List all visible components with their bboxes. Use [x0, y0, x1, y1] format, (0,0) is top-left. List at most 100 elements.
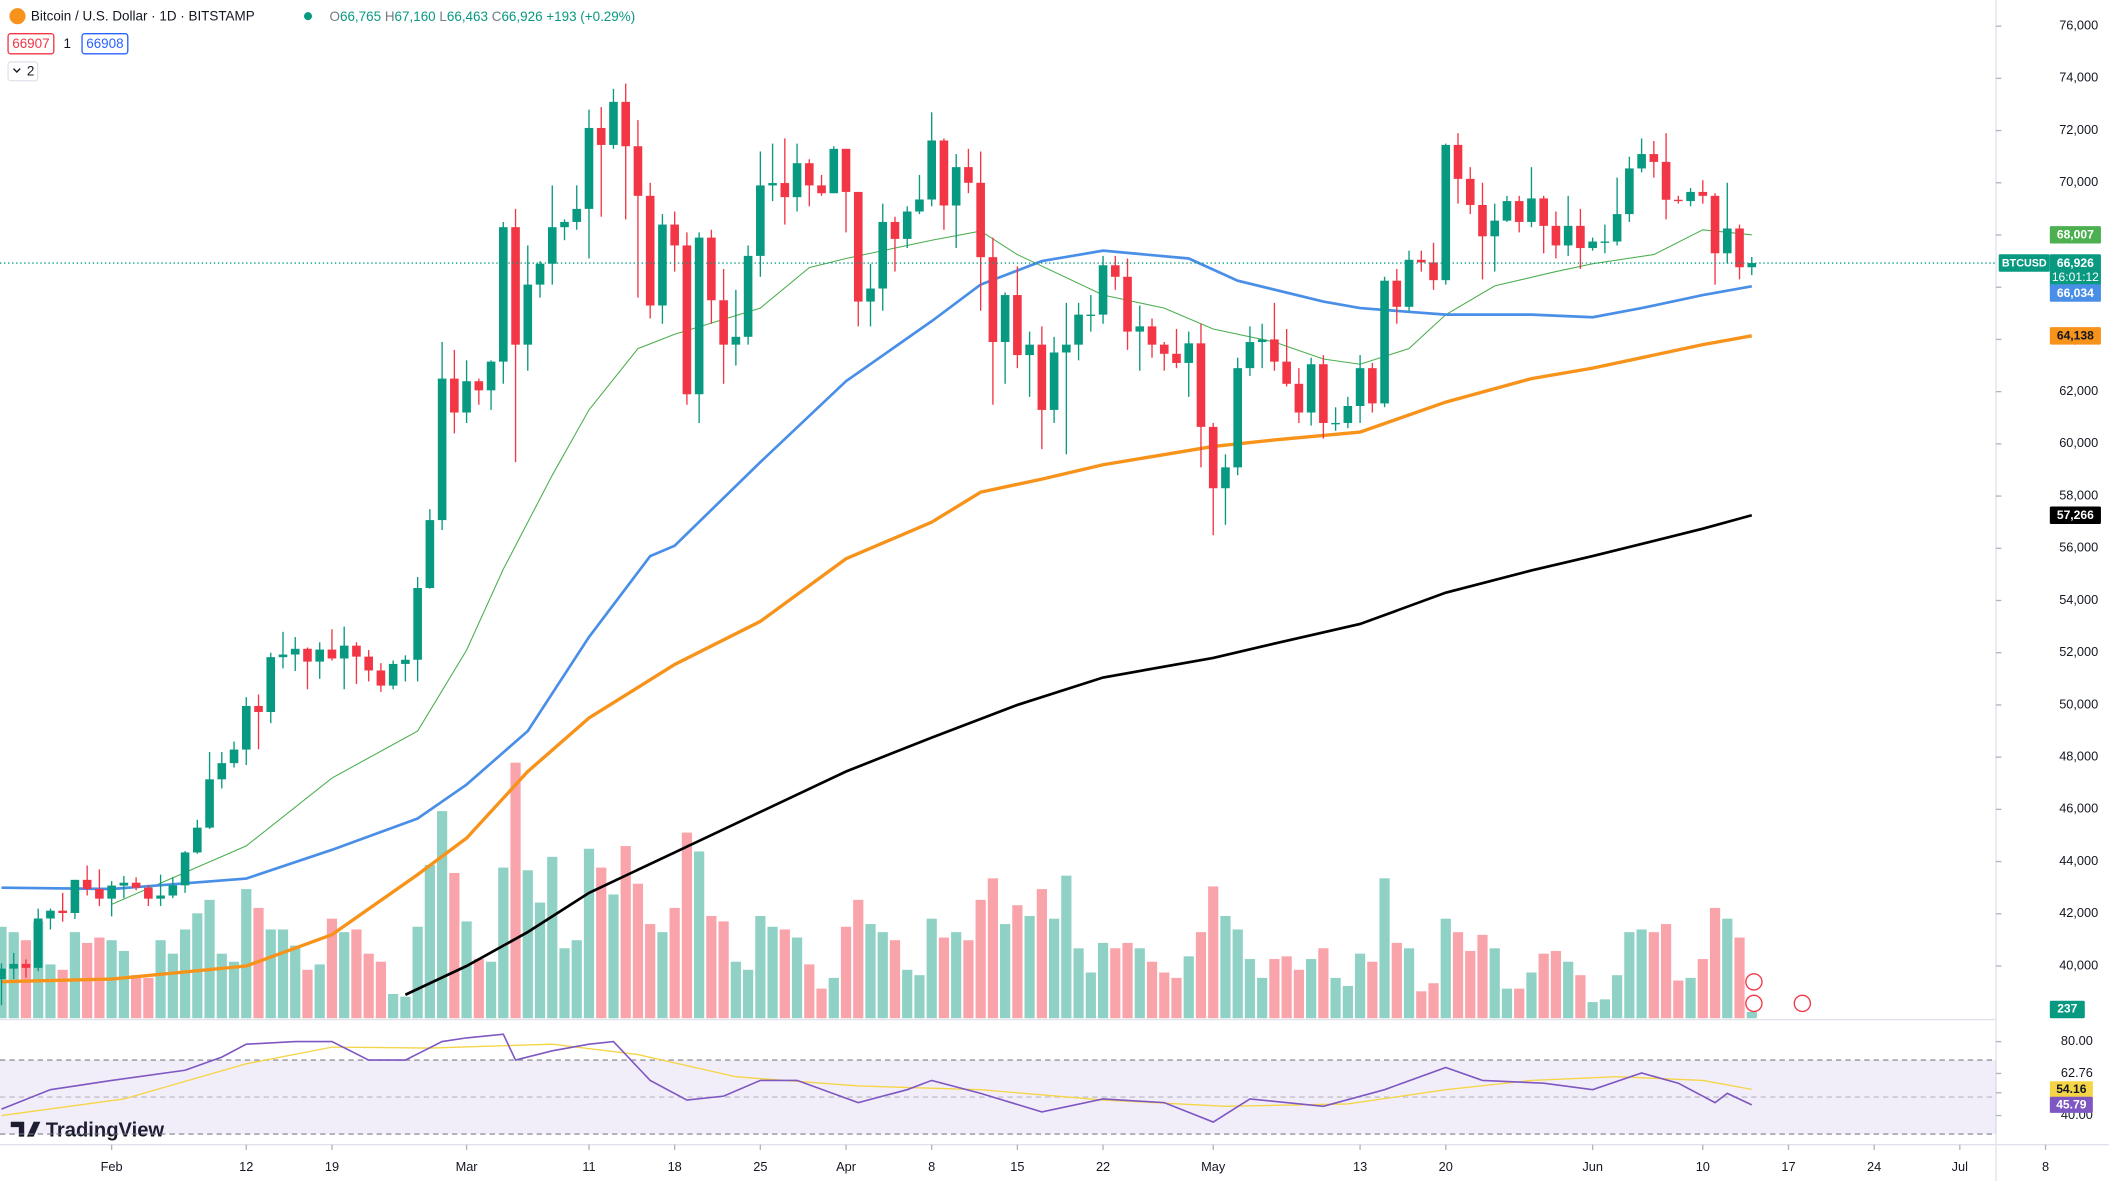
y-tick-label: 40,000: [2059, 957, 2098, 972]
candle-body: [670, 224, 679, 246]
candle-body: [364, 656, 373, 671]
candle-body: [756, 185, 765, 256]
volume-bar: [1012, 905, 1023, 1019]
candle-body: [964, 167, 973, 183]
candle-body: [1025, 344, 1034, 356]
candle-body: [1539, 198, 1548, 226]
candle-body: [352, 645, 361, 657]
ohlc-key: C: [492, 8, 502, 23]
x-tick-label: 11: [582, 1159, 595, 1174]
legend: Bitcoin / U.S. Dollar · 1D · BITSTAMP O6…: [7, 8, 636, 82]
candle-body: [1062, 344, 1071, 353]
candle-body: [1221, 467, 1230, 489]
x-tick-label: 15: [1010, 1159, 1024, 1174]
coin-icon: [9, 8, 26, 25]
volume-box: [2049, 1000, 2085, 1019]
volume-bar: [902, 969, 913, 1019]
volume-label: 237: [2057, 1002, 2077, 1016]
ma-price-label: 57,266: [2057, 508, 2094, 522]
volume-bar: [596, 867, 607, 1019]
candle-body: [584, 127, 594, 209]
candle-body: [1686, 191, 1695, 202]
volume-bar: [1550, 950, 1562, 1019]
candle-body: [804, 163, 814, 186]
volume-bar: [1232, 929, 1243, 1019]
volume-bar: [1342, 985, 1353, 1019]
y-tick-label: 48,000: [2059, 749, 2098, 764]
event-icon[interactable]: [1745, 973, 1763, 991]
volume-bar: [657, 932, 668, 1019]
buy-price[interactable]: 66908: [86, 36, 123, 51]
ma-price-label: 66,034: [2057, 286, 2094, 300]
volume-bar: [314, 964, 325, 1019]
line-series: [1, 334, 1753, 984]
candle-body: [241, 705, 251, 750]
volume-bar: [1587, 1002, 1598, 1019]
volume-bar: [1746, 1011, 1757, 1019]
volume-bar: [1134, 948, 1145, 1019]
ohlc-value: 67,160: [395, 8, 436, 23]
candle-body: [523, 284, 533, 345]
ohlc-value: 66,765: [340, 8, 381, 23]
candle-body: [107, 885, 116, 899]
candle-body: [976, 182, 985, 258]
volume-bar: [1097, 942, 1109, 1019]
x-tick-label: 24: [1867, 1159, 1881, 1174]
x-tick-label: 25: [753, 1159, 767, 1174]
candle-body: [1502, 201, 1512, 221]
event-icon[interactable]: [1793, 994, 1812, 1013]
volume-bar: [951, 932, 962, 1019]
buy-button[interactable]: [81, 32, 129, 55]
sell-button[interactable]: [7, 32, 55, 55]
candle-body: [1368, 368, 1377, 404]
rsi-value-box: [2049, 1081, 2093, 1098]
ohlc-line: O66,765 H67,160 L66,463 C66,926 +193 (+0…: [330, 8, 636, 23]
candle-body: [572, 208, 582, 222]
y-tick-label: 58,000: [2059, 487, 2098, 502]
rsi-value-label: 45.79: [2056, 1098, 2087, 1112]
volume-bar: [265, 929, 276, 1019]
volume-bar: [1563, 961, 1574, 1019]
volume-bar: [620, 846, 631, 1019]
symbol-label: BTCUSD: [2002, 258, 2047, 270]
x-tick-label: 17: [1781, 1159, 1795, 1174]
indicators-toggle[interactable]: [7, 61, 39, 82]
candle-body: [401, 659, 410, 664]
symbol-title: Bitcoin / U.S. Dollar · 1D · BITSTAMP: [31, 8, 255, 23]
volume-bar: [498, 867, 509, 1019]
volume-bar: [1024, 915, 1035, 1019]
x-tick-label: Jun: [1582, 1159, 1603, 1174]
indicators-count[interactable]: 2: [27, 64, 34, 79]
volume-bar: [363, 953, 374, 1019]
volume-bar: [1697, 959, 1708, 1019]
y-tick-label: 46,000: [2059, 801, 2098, 816]
ma-price-box: [2049, 327, 2101, 345]
event-icon[interactable]: [1745, 994, 1763, 1013]
candle-body: [1123, 276, 1132, 332]
candle-body: [560, 221, 569, 228]
sell-price[interactable]: 66907: [12, 36, 49, 51]
candle-body: [1710, 195, 1720, 254]
volume-bar: [1575, 975, 1586, 1019]
volume-bar: [1085, 972, 1096, 1019]
candle-body: [1147, 326, 1157, 345]
volume-bar: [1354, 953, 1366, 1019]
volume-bar: [877, 932, 888, 1019]
candle-body: [1000, 295, 1010, 343]
candle-body: [1551, 225, 1561, 246]
candle-body: [1637, 154, 1646, 169]
candle-body: [1441, 144, 1451, 281]
candle-body: [1478, 204, 1487, 237]
volume-bar: [1416, 991, 1427, 1019]
volume-bar: [1391, 942, 1402, 1019]
volume-bar: [1257, 977, 1268, 1019]
volume-bar: [632, 883, 644, 1019]
line-series: [1, 1033, 1753, 1123]
volume-bar: [155, 940, 166, 1019]
y-tick-label: 74,000: [2059, 70, 2098, 85]
volume-bar: [1477, 934, 1488, 1019]
candle-body: [1159, 344, 1169, 354]
ma-price-box: [2049, 284, 2101, 302]
candle-body: [890, 221, 900, 239]
